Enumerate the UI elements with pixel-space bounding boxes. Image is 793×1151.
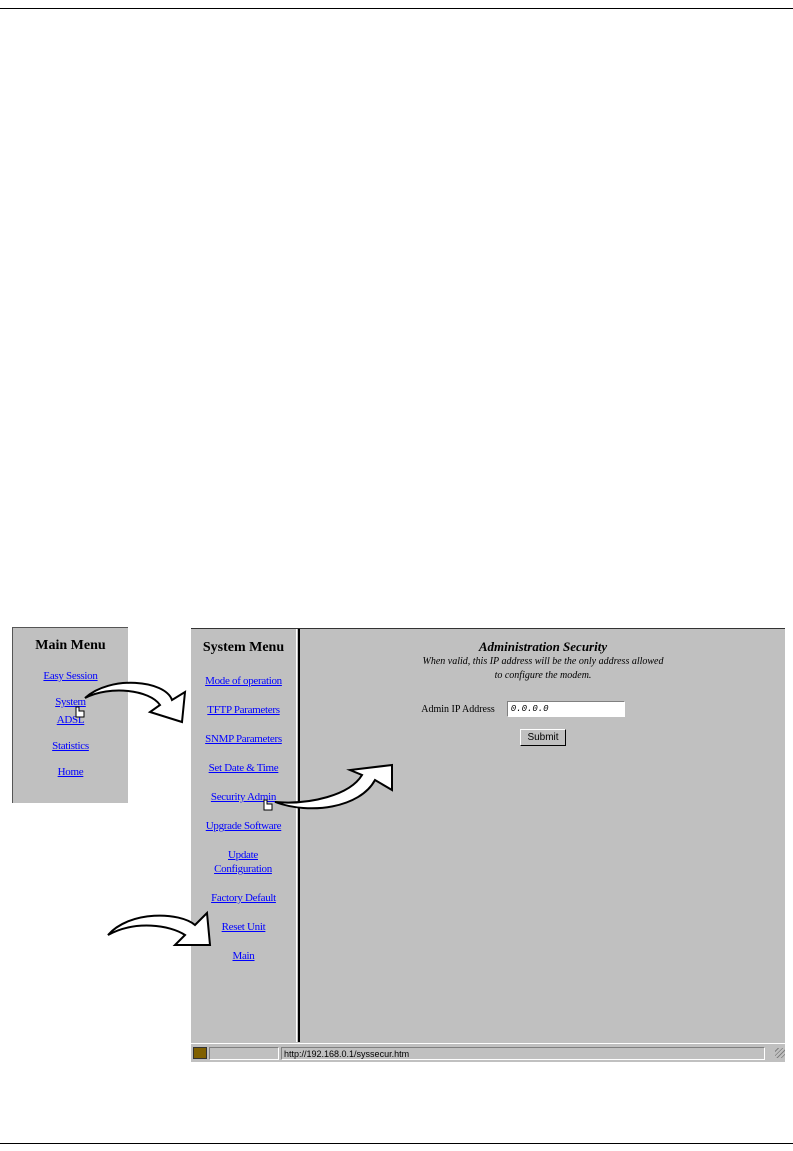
hand-cursor-icon bbox=[75, 706, 85, 718]
menu-link-tftp-parameters[interactable]: TFTP Parameters bbox=[207, 704, 280, 716]
status-url: http://192.168.0.1/syssecur.htm bbox=[281, 1046, 765, 1060]
admin-ip-row: Admin IP Address bbox=[301, 701, 785, 717]
hand-cursor-icon bbox=[263, 799, 273, 811]
arrow-security-admin-to-content bbox=[274, 763, 393, 810]
system-menu-title: System Menu bbox=[202, 640, 285, 655]
frame-divider[interactable] bbox=[296, 629, 300, 1042]
description-line-2: to configure the modem. bbox=[494, 670, 592, 681]
menu-link-easy-session[interactable]: Easy Session bbox=[43, 670, 98, 682]
menu-link-security-admin[interactable]: Security Admin bbox=[210, 791, 277, 803]
admin-ip-input[interactable] bbox=[506, 701, 625, 717]
content-pane: Administration Security When valid, this… bbox=[301, 629, 785, 1042]
menu-link-set-date-time[interactable]: Set Date & Time bbox=[208, 762, 279, 774]
system-menu-pane: System Menu Mode of operation TFTP Param… bbox=[191, 629, 296, 1042]
menu-link-snmp-parameters[interactable]: SNMP Parameters bbox=[205, 733, 282, 745]
top-rule bbox=[0, 8, 793, 9]
bottom-rule bbox=[0, 1143, 793, 1144]
menu-link-factory-default[interactable]: Factory Default bbox=[211, 892, 276, 904]
main-menu-title: Main Menu bbox=[35, 638, 106, 653]
status-bar: http://192.168.0.1/syssecur.htm bbox=[191, 1043, 785, 1062]
arrow-system-to-system-menu bbox=[84, 681, 187, 724]
menu-link-system[interactable]: System bbox=[55, 696, 86, 708]
menu-link-home[interactable]: Home bbox=[57, 766, 84, 778]
browser-window: System Menu Mode of operation TFTP Param… bbox=[191, 628, 785, 1062]
menu-link-upgrade-software[interactable]: Upgrade Software bbox=[205, 820, 282, 832]
menu-link-main[interactable]: Main bbox=[232, 950, 255, 962]
menu-link-statistics[interactable]: Statistics bbox=[52, 740, 89, 752]
description-line-1: When valid, this IP address will be the … bbox=[422, 656, 664, 667]
menu-link-reset-unit[interactable]: Reset Unit bbox=[221, 921, 266, 933]
submit-button[interactable]: Submit bbox=[520, 729, 566, 746]
arrow-to-reset-unit bbox=[107, 910, 212, 946]
status-progress-cell bbox=[209, 1046, 279, 1060]
security-icon bbox=[193, 1047, 207, 1059]
main-menu-panel: Main Menu Easy Session System ADSL Stati… bbox=[12, 627, 128, 803]
admin-ip-label: Admin IP Address bbox=[421, 703, 495, 715]
page-title: Administration Security bbox=[478, 639, 608, 654]
resize-grip-icon[interactable] bbox=[775, 1048, 785, 1058]
menu-link-mode-of-operation[interactable]: Mode of operation bbox=[205, 675, 282, 687]
menu-link-update-configuration[interactable]: Update Configuration bbox=[214, 849, 272, 875]
